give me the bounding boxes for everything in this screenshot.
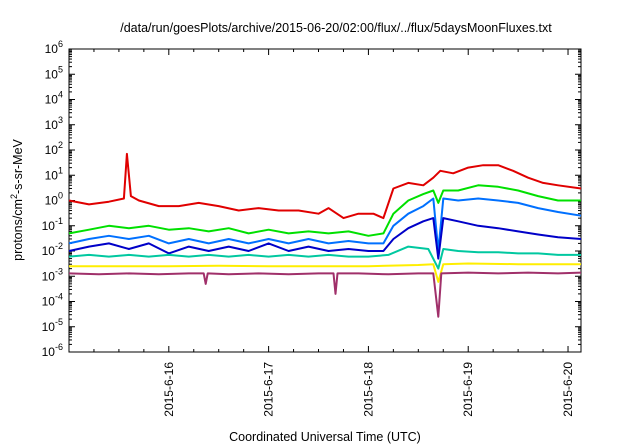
chart-title: /data/run/goesPlots/archive/2015-06-20/0…: [120, 21, 552, 35]
series-group: [68, 152, 582, 318]
y-axis: 10-610-510-410-310-210-11001011021031041…: [42, 39, 581, 359]
series-line: [68, 197, 582, 252]
y-tick-exponent: -3: [55, 266, 63, 276]
y-tick-base: 10: [42, 219, 56, 233]
y-tick-exponent: -1: [55, 216, 63, 226]
y-tick-exponent: 6: [58, 39, 63, 49]
series-line: [68, 217, 582, 260]
x-tick-label: 2015-6-18: [361, 362, 375, 417]
y-tick-label: 101: [45, 165, 63, 182]
y-tick-exponent: 1: [58, 165, 63, 175]
y-tick-base: 10: [45, 118, 59, 132]
y-tick-exponent: 0: [58, 191, 63, 201]
x-axis-title: Coordinated Universal Time (UTC): [229, 430, 421, 444]
series-line: [69, 262, 581, 283]
y-tick-label: 100: [45, 191, 63, 208]
x-tick-label: 2015-6-20: [561, 362, 575, 417]
y-tick-exponent: 2: [58, 140, 63, 150]
y-axis-title: protons/cm2-s-sr-MeV: [9, 138, 25, 260]
y-tick-exponent: -5: [55, 317, 63, 327]
y-tick-base: 10: [42, 269, 56, 283]
y-tick-exponent: 5: [58, 64, 63, 74]
series-line: [68, 245, 581, 270]
y-axis-title-main: protons/cm: [11, 199, 25, 261]
y-tick-label: 106: [45, 39, 63, 56]
y-tick-label: 103: [45, 115, 63, 132]
y-axis-title-superscript: 2: [9, 194, 19, 199]
x-tick-label: 2015-6-16: [162, 362, 176, 417]
y-tick-base: 10: [45, 67, 59, 81]
y-tick-base: 10: [45, 93, 59, 107]
y-tick-base: 10: [45, 42, 59, 56]
series-line: [68, 152, 582, 220]
y-tick-base: 10: [42, 320, 56, 334]
y-tick-label: 10-4: [42, 292, 63, 309]
y-tick-base: 10: [45, 194, 59, 208]
y-tick-label: 10-5: [42, 317, 63, 334]
y-tick-exponent: -4: [55, 292, 63, 302]
y-tick-exponent: -6: [55, 342, 63, 352]
series-line: [68, 271, 582, 318]
y-tick-label: 105: [45, 64, 63, 81]
y-tick-base: 10: [42, 295, 56, 309]
y-tick-label: 104: [45, 90, 63, 107]
x-tick-label: 2015-6-17: [262, 362, 276, 417]
y-tick-label: 10-6: [42, 342, 63, 359]
y-tick-exponent: -2: [55, 241, 63, 251]
y-tick-base: 10: [45, 168, 59, 182]
y-tick-base: 10: [42, 244, 56, 258]
y-axis-title-rest: -s-sr-MeV: [11, 138, 25, 194]
y-tick-label: 102: [45, 140, 63, 157]
x-axis: 2015-6-16 2015-6-17 2015-6-18 2015-6-19 2015…: [93, 49, 575, 417]
y-tick-label: 10-3: [42, 266, 63, 283]
y-tick-label: 10-2: [42, 241, 63, 258]
y-tick-exponent: 4: [58, 90, 63, 100]
y-tick-label: 10-1: [42, 216, 63, 233]
y-tick-base: 10: [42, 345, 56, 359]
x-tick-label: 2015-6-19: [461, 362, 475, 417]
y-tick-base: 10: [45, 143, 59, 157]
y-tick-exponent: 3: [58, 115, 63, 125]
series-line: [68, 184, 581, 237]
